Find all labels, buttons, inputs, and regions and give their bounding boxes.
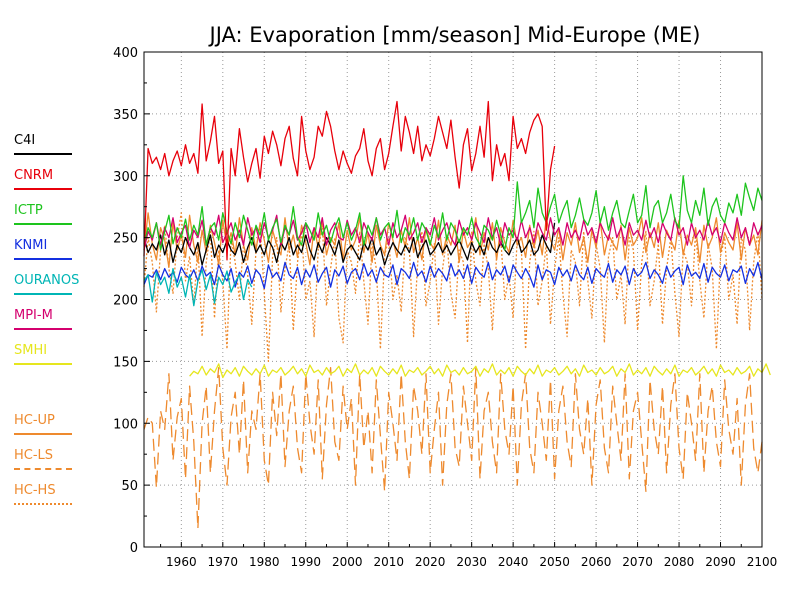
legend-swatch — [14, 363, 72, 365]
legend-label: CNRM — [14, 168, 54, 183]
series-line-knmi — [143, 261, 763, 290]
legend-swatch — [14, 223, 72, 225]
x-tick-label: 2040 — [498, 555, 529, 569]
x-tick-label: 2100 — [747, 555, 778, 569]
x-tick-label: 2000 — [332, 555, 363, 569]
x-tick-label: 2020 — [415, 555, 446, 569]
x-tick-label: 2010 — [373, 555, 404, 569]
x-tick-label: 1990 — [290, 555, 321, 569]
series-line-hc-up — [143, 212, 763, 268]
legend-label: SMHI — [14, 343, 48, 358]
chart-title: JJA: Evaporation [mm/season] Mid-Europe … — [208, 23, 701, 47]
legend-label: ICTP — [14, 203, 43, 218]
y-tick-label: 0 — [130, 541, 138, 556]
legend-swatch — [14, 468, 72, 470]
x-tick-label: 2060 — [581, 555, 612, 569]
x-tick-label: 1960 — [166, 555, 197, 569]
axes: 1960 1970 1980 1990 2000 2010 2020 2030 2040 2050… — [113, 46, 777, 569]
legend-swatch — [14, 328, 72, 330]
legend-label: HC-UP — [14, 413, 55, 428]
legend-swatch — [14, 258, 72, 260]
legend-label: HC-LS — [14, 448, 54, 463]
legend-swatch — [14, 503, 72, 505]
legend-swatch — [14, 188, 72, 190]
legend-swatch — [14, 293, 72, 295]
x-tick-label: 2070 — [622, 555, 653, 569]
legend-label: KNMI — [14, 238, 48, 253]
x-tick-label: 1980 — [249, 555, 280, 569]
legend-label: C4I — [14, 133, 36, 148]
legend-swatch — [14, 433, 72, 435]
grid-lines — [144, 52, 762, 547]
plot-frame — [143, 51, 763, 548]
y-tick-label: 350 — [113, 108, 138, 123]
series-line-c4i — [143, 222, 556, 266]
series-line-smhi — [189, 363, 771, 379]
y-tick-label: 300 — [113, 170, 138, 185]
series-line-ouranos — [143, 267, 253, 307]
y-tick-label: 400 — [113, 46, 138, 61]
x-tick-label: 2080 — [664, 555, 695, 569]
x-tick-label: 2050 — [539, 555, 570, 569]
y-tick-label: 100 — [113, 417, 138, 432]
x-tick-label: 2090 — [705, 555, 736, 569]
series-line-cnrm — [143, 100, 556, 261]
y-tick-label: 150 — [113, 355, 138, 370]
legend-swatch — [14, 153, 72, 155]
legend-label: OURANOS — [14, 273, 80, 288]
x-tick-label: 2030 — [456, 555, 487, 569]
y-tick-label: 250 — [113, 232, 138, 247]
series-line-ictp — [143, 175, 763, 251]
series-lines — [143, 100, 771, 530]
legend-label: MPI-M — [14, 308, 53, 323]
x-tick-label: 1970 — [208, 555, 239, 569]
series-line-hc-hs — [143, 212, 763, 363]
y-tick-label: 200 — [113, 294, 138, 309]
y-tick-label: 50 — [121, 479, 138, 494]
legend-label: HC-HS — [14, 483, 56, 498]
series-line-hc-ls — [143, 366, 763, 530]
series-line-mpi-m — [143, 214, 763, 251]
